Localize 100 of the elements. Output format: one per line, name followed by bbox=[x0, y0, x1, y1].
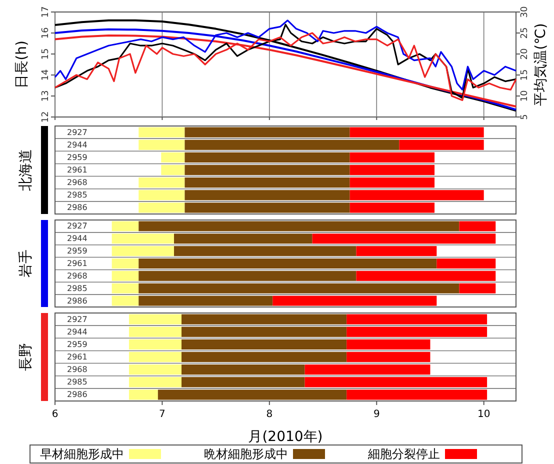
bar bbox=[138, 258, 437, 269]
y-tick-label: 2968 bbox=[67, 365, 88, 374]
bar bbox=[184, 177, 350, 188]
bar bbox=[182, 326, 347, 337]
x-tick-label: 8 bbox=[266, 409, 273, 420]
bar bbox=[112, 221, 139, 232]
bar bbox=[138, 177, 185, 188]
bar bbox=[350, 202, 435, 213]
bar bbox=[184, 127, 350, 138]
bar bbox=[184, 202, 350, 213]
bar bbox=[436, 258, 496, 269]
x-tick-label: 6 bbox=[52, 409, 58, 420]
bar bbox=[128, 364, 182, 375]
y-tick-label: 2986 bbox=[67, 390, 88, 400]
bar bbox=[128, 339, 182, 350]
bar bbox=[174, 234, 312, 244]
y-tick-label: 2986 bbox=[67, 203, 88, 212]
y-tick-label: 2968 bbox=[67, 178, 88, 188]
y-tick-label: 2959 bbox=[67, 152, 88, 162]
y-tick-label: 2959 bbox=[67, 246, 88, 256]
bar bbox=[138, 283, 460, 294]
bar bbox=[138, 270, 356, 281]
y-tick-label: 2985 bbox=[67, 190, 88, 200]
bar bbox=[184, 190, 350, 200]
bar bbox=[128, 314, 182, 324]
bar bbox=[184, 140, 400, 150]
y2-axis-title: 平均気温(℃) bbox=[533, 23, 549, 106]
bar bbox=[174, 246, 356, 256]
y-tick-label: 2985 bbox=[67, 378, 88, 387]
bar bbox=[138, 127, 185, 138]
bar bbox=[304, 364, 430, 375]
bar bbox=[346, 352, 430, 362]
y-tick-label: 2968 bbox=[67, 271, 88, 280]
y2-tick-label: 5 bbox=[520, 114, 530, 120]
bar bbox=[158, 390, 347, 400]
bar bbox=[138, 202, 185, 213]
x-tick-label: 9 bbox=[373, 409, 380, 420]
bar bbox=[182, 339, 347, 350]
bar bbox=[182, 364, 305, 375]
bar bbox=[128, 377, 182, 388]
bar bbox=[112, 234, 174, 244]
bar bbox=[112, 296, 139, 306]
legend-label: 早材細胞形成中 bbox=[40, 447, 124, 461]
legend-label: 晩材細胞形成中 bbox=[204, 447, 288, 461]
bar bbox=[350, 127, 484, 138]
bar bbox=[138, 221, 460, 232]
y-tick-label: 2985 bbox=[67, 284, 88, 293]
bar bbox=[112, 258, 139, 269]
bar bbox=[182, 314, 347, 324]
bar bbox=[128, 352, 182, 362]
bar bbox=[112, 246, 174, 256]
y2-tick-label: 20 bbox=[520, 48, 530, 60]
bar bbox=[346, 314, 488, 324]
bar bbox=[459, 221, 496, 232]
bar bbox=[184, 164, 350, 176]
y2-tick-label: 25 bbox=[520, 27, 530, 39]
legend-label: 細胞分裂停止 bbox=[367, 447, 440, 461]
bar bbox=[112, 283, 139, 294]
bar bbox=[346, 339, 430, 350]
bar bbox=[161, 164, 185, 176]
y-tick-label: 2927 bbox=[67, 128, 88, 137]
bar bbox=[272, 296, 437, 306]
bar bbox=[138, 140, 185, 150]
y-tick-label: 2961 bbox=[67, 259, 88, 268]
y-tick-label: 2944 bbox=[67, 327, 88, 336]
bar bbox=[350, 152, 435, 163]
bar bbox=[312, 234, 496, 244]
bar bbox=[161, 152, 185, 163]
bar bbox=[138, 190, 185, 200]
y2-tick-label: 10 bbox=[520, 90, 530, 102]
y-axis-title: 長野 bbox=[18, 343, 34, 371]
x-tick-label: 7 bbox=[159, 409, 166, 420]
y-tick-label: 2927 bbox=[67, 314, 88, 324]
bar bbox=[182, 352, 347, 362]
bar bbox=[128, 326, 182, 337]
y-tick-label: 12 bbox=[41, 111, 51, 123]
bar bbox=[399, 140, 484, 150]
bar bbox=[182, 377, 305, 388]
y-tick-label: 2959 bbox=[67, 340, 88, 349]
y-axis-title: 岩手 bbox=[18, 250, 34, 278]
y-tick-label: 16 bbox=[41, 27, 51, 39]
bar bbox=[112, 270, 139, 281]
y-axis-title: 北海道 bbox=[18, 149, 34, 191]
x-tick-label: 10 bbox=[477, 409, 490, 420]
bar bbox=[350, 177, 435, 188]
y-tick-label: 17 bbox=[41, 6, 51, 18]
bar bbox=[459, 283, 496, 294]
y-tick-label: 2927 bbox=[67, 222, 88, 231]
y-tick-label: 2961 bbox=[67, 166, 88, 174]
bar bbox=[138, 296, 273, 306]
y2-tick-label: 15 bbox=[520, 69, 530, 81]
bar bbox=[184, 152, 350, 163]
bar bbox=[128, 390, 158, 400]
y-tick-label: 2944 bbox=[67, 140, 88, 150]
bar bbox=[346, 390, 488, 400]
bar bbox=[356, 246, 437, 256]
y-tick-label: 2944 bbox=[67, 234, 88, 244]
bar bbox=[350, 164, 435, 176]
y2-tick-label: 30 bbox=[520, 6, 530, 18]
x-axis-title: 月(2010年) bbox=[248, 429, 323, 445]
